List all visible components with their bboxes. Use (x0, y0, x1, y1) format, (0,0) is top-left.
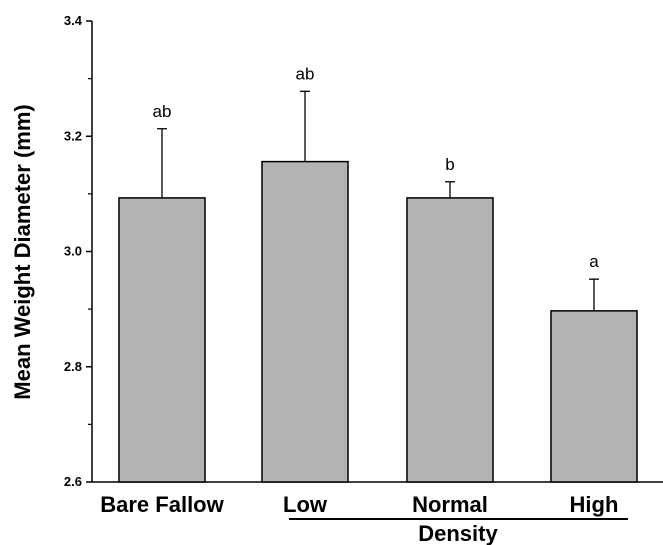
x-group-label: Density (418, 521, 498, 545)
bar-high (550, 310, 638, 483)
x-tick-label: Bare Fallow (100, 492, 224, 517)
significance-label: ab (296, 64, 315, 83)
significance-label: b (445, 155, 454, 174)
error-bars (157, 90, 599, 311)
x-tick-label: High (570, 492, 619, 517)
category-labels: Bare Fallow Low Normal High (100, 492, 618, 517)
x-tick-label: Low (283, 492, 328, 517)
y-axis-title: Mean Weight Diameter (mm) (10, 104, 35, 399)
x-tick-label: Normal (412, 492, 488, 517)
y-axis: 2.6 2.8 3.0 3.2 3.4 (64, 13, 93, 489)
y-tick-label: 3.4 (64, 13, 83, 28)
y-tick-label: 3.2 (64, 128, 82, 143)
bars (118, 160, 638, 483)
significance-label: ab (153, 102, 172, 121)
bar-normal (406, 197, 494, 483)
bar-bare-fallow (118, 197, 206, 483)
y-tick-label: 3.0 (64, 244, 82, 259)
y-tick-label: 2.8 (64, 359, 82, 374)
bar-low (261, 160, 349, 483)
significance-label: a (589, 252, 599, 271)
y-tick-label: 2.6 (64, 474, 82, 489)
significance-labels: ab ab b a (153, 64, 600, 271)
